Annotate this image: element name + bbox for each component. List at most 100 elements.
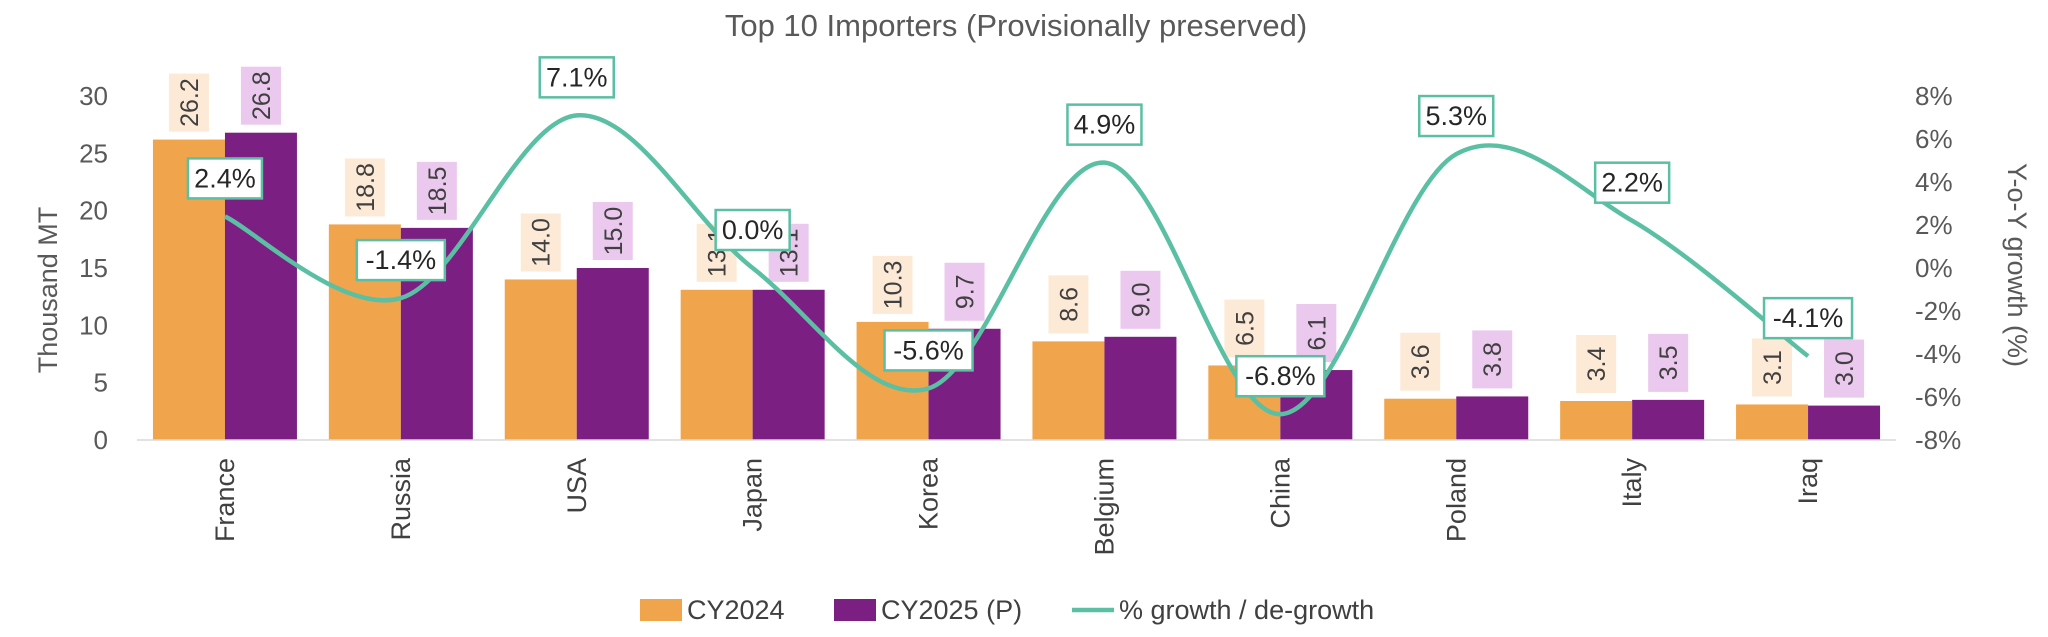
bar-value-label: 26.8 xyxy=(248,71,276,120)
growth-label: 4.9% xyxy=(1074,110,1136,140)
x-category-label: Italy xyxy=(1617,458,1647,508)
growth-labels-group: 2.4% -1.4% 7.1% 0.0% -5.6% 4.9% -6.8% 5.3% 2.2% -… xyxy=(186,56,1854,398)
y2-tick-label: 4% xyxy=(1915,167,1953,197)
chart-title: Top 10 Importers (Provisionally preserve… xyxy=(725,8,1307,43)
growth-label-box xyxy=(186,157,264,200)
bar-value-label-bg xyxy=(1224,299,1265,358)
bar-cy2024 xyxy=(1032,341,1105,440)
x-category-label: Korea xyxy=(914,457,944,530)
legend-label: % growth / de-growth xyxy=(1119,595,1374,625)
y-tick-label: 10 xyxy=(79,310,108,340)
bar-cy2024 xyxy=(1736,404,1809,440)
bar-cy2025 xyxy=(1104,336,1177,440)
bar-cy2025 xyxy=(1808,405,1881,440)
bar-cy2024 xyxy=(680,289,753,440)
y2-tick-label: 2% xyxy=(1915,210,1953,240)
y2-axis-ticks: 8% 6% 4% 2% 0% -2% -4% -6% -8% xyxy=(1915,81,1961,455)
bar-value-label-bg xyxy=(416,161,457,220)
growth-label-box xyxy=(883,329,974,372)
growth-label-box xyxy=(1418,94,1495,138)
bar-value-label: 18.5 xyxy=(424,167,452,216)
bar-cy2024 xyxy=(504,279,577,440)
bar-value-label: 8.6 xyxy=(1055,287,1083,322)
growth-label: 5.3% xyxy=(1425,101,1487,131)
bar-value-label: 9.7 xyxy=(952,274,980,309)
legend-swatch-cy2025 xyxy=(834,599,876,621)
growth-label: -1.4% xyxy=(366,245,437,275)
y-axis-label: Thousand MT xyxy=(33,207,63,374)
growth-label: -6.8% xyxy=(1245,361,1316,391)
bar-value-label: 3.0 xyxy=(1831,351,1859,386)
bar-value-label-bg xyxy=(872,255,913,314)
growth-label-box xyxy=(1066,103,1143,146)
legend-label: CY2025 (P) xyxy=(881,595,1022,625)
legend-swatch-cy2024 xyxy=(640,599,682,621)
bar-value-label: 15.0 xyxy=(600,207,628,256)
growth-label: -4.1% xyxy=(1773,303,1844,333)
growth-label-box xyxy=(1235,354,1326,398)
y-tick-label: 20 xyxy=(79,196,108,226)
growth-label-box xyxy=(538,56,615,99)
bar-value-label: 9.0 xyxy=(1127,282,1155,317)
x-axis-category-labels: France Russia USA Japan Korea Belgium China Pol… xyxy=(210,457,1823,556)
bar-value-label-bg xyxy=(344,158,385,217)
bar-value-label: 3.4 xyxy=(1583,347,1611,382)
bar-value-label: 6.5 xyxy=(1231,311,1259,346)
x-category-label: China xyxy=(1265,457,1295,529)
y-tick-label: 0 xyxy=(94,425,108,455)
bar-cy2025 xyxy=(576,268,649,440)
bar-cy2024 xyxy=(1384,398,1457,440)
growth-label-box xyxy=(714,208,791,252)
growth-label: 7.1% xyxy=(546,62,608,92)
growth-label: 0.0% xyxy=(722,215,784,245)
bar-labels-group: 26.218.814.0 13.110.3 8.66.53.6 3.4 3.126.81… xyxy=(168,66,1865,398)
bar-cy2025 xyxy=(1632,399,1705,440)
legend-label: CY2024 xyxy=(687,595,785,625)
bar-value-label: 3.8 xyxy=(1479,342,1507,377)
bar-value-label-bg xyxy=(1048,275,1089,334)
bar-value-label: 10.3 xyxy=(880,261,908,310)
bar-cy2025 xyxy=(1456,396,1529,440)
growth-label-box xyxy=(1593,161,1671,204)
bar-value-label-bg xyxy=(520,213,561,272)
y-axis-ticks: 0 5 10 15 20 25 30 xyxy=(79,81,108,455)
x-category-label: Belgium xyxy=(1089,458,1119,556)
y-tick-label: 25 xyxy=(79,138,108,168)
y2-tick-label: 0% xyxy=(1915,253,1953,283)
y2-tick-label: 6% xyxy=(1915,124,1953,154)
y2-axis-label: Y-o-Y growth (%) xyxy=(2002,163,2032,367)
bar-value-label-bg xyxy=(1400,332,1441,391)
y2-tick-label: 8% xyxy=(1915,81,1953,111)
bar-value-label-bg xyxy=(1120,270,1161,329)
bar-value-label-bg xyxy=(1752,338,1793,397)
x-category-label: Japan xyxy=(738,458,768,532)
bar-value-label: 3.6 xyxy=(1407,344,1435,379)
bar-value-label-bg xyxy=(168,73,209,132)
y-tick-label: 5 xyxy=(94,368,108,398)
bar-value-label-bg xyxy=(1648,333,1689,392)
bar-value-label-bg xyxy=(592,202,633,260)
y2-tick-label: -8% xyxy=(1915,425,1961,455)
growth-label-box xyxy=(355,238,447,282)
bar-value-label-bg xyxy=(240,66,281,125)
bar-cy2024 xyxy=(1560,401,1633,440)
x-category-label: Iraq xyxy=(1793,458,1823,505)
growth-label: -5.6% xyxy=(893,335,964,365)
growth-line xyxy=(223,113,1810,417)
y2-tick-label: -4% xyxy=(1915,339,1961,369)
bar-value-label-bg xyxy=(1824,339,1865,398)
bar-value-label-bg xyxy=(1472,330,1513,389)
x-category-label: USA xyxy=(562,458,592,514)
bar-cy2025 xyxy=(752,289,825,440)
growth-label: 2.2% xyxy=(1601,168,1663,198)
legend: CY2024 CY2025 (P) % growth / de-growth xyxy=(640,595,1374,625)
y2-tick-label: -2% xyxy=(1915,296,1961,326)
bar-value-label-bg xyxy=(1296,304,1337,363)
bar-value-label: 3.1 xyxy=(1759,350,1787,385)
y2-tick-label: -6% xyxy=(1915,382,1961,412)
bar-value-label-bg xyxy=(1576,335,1617,394)
y-tick-label: 30 xyxy=(79,81,108,111)
bar-value-label: 14.0 xyxy=(528,218,556,267)
x-category-label: France xyxy=(210,458,240,542)
